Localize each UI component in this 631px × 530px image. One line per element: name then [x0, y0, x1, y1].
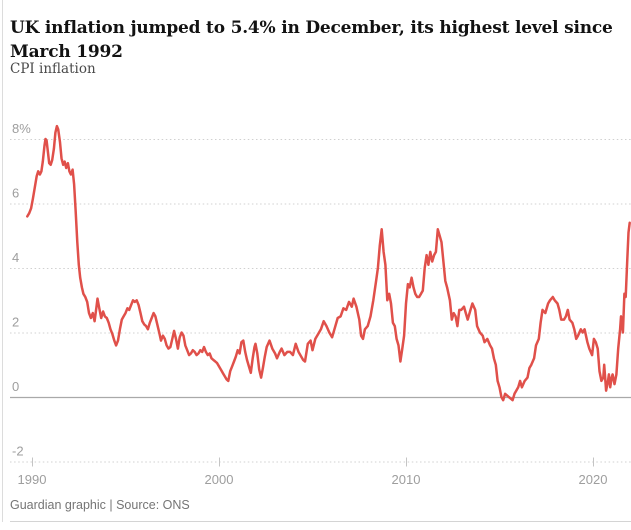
y-axis-label: 4	[12, 250, 19, 265]
cpi-inflation-line	[26, 124, 631, 402]
chart-subtitle: CPI inflation	[10, 61, 96, 77]
x-axis-label: 2020	[579, 472, 608, 487]
x-axis-label: 1990	[18, 472, 47, 487]
y-axis-label: -2	[12, 444, 24, 459]
graphic-left-border	[2, 0, 3, 522]
footer-divider	[10, 521, 631, 522]
y-axis-label: 6	[12, 186, 19, 201]
x-axis-label: 2000	[205, 472, 234, 487]
x-axis-label: 2010	[392, 472, 421, 487]
source-credit: Guardian graphic | Source: ONS	[10, 498, 190, 512]
y-axis-label: 2	[12, 315, 19, 330]
y-axis-label: 0	[12, 379, 19, 394]
page-title: UK inflation jumped to 5.4% in December,…	[10, 18, 613, 63]
y-axis-label: 8%	[12, 121, 31, 136]
